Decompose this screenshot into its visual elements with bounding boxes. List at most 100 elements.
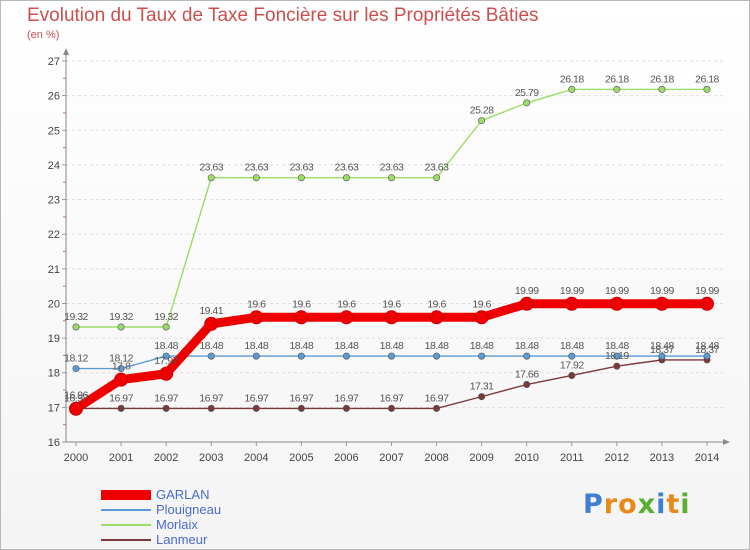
x-tick-label: 2005 [289,452,313,464]
data-point [433,352,441,360]
data-point [117,323,125,331]
data-label: 16.96 [64,390,88,402]
data-label: 19.32 [109,311,133,323]
data-label: 23.63 [380,162,404,174]
data-point [252,174,260,182]
data-label: 16.97 [199,392,223,404]
data-point-garlan [384,310,399,325]
data-label: 19.6 [472,298,491,310]
legend-item-lanmeur: Lanmeur [101,532,221,547]
data-point [207,174,215,182]
data-label: 16.97 [425,392,449,404]
data-label: 17.92 [560,359,584,371]
data-label: 18.37 [650,344,674,356]
x-tick-label: 2002 [154,452,178,464]
data-label: 26.18 [605,73,629,85]
legend-swatch-morlaix [101,523,151,526]
data-label: 19.6 [337,298,356,310]
data-label: 18.48 [289,340,313,352]
data-point [478,393,486,401]
data-label: 17.31 [470,381,494,393]
data-point [613,362,621,370]
data-label: 18.37 [695,344,719,356]
data-point [613,85,621,93]
logo-letter: i [680,489,691,520]
data-label: 18.48 [154,340,178,352]
y-tick-label: 22 [48,229,60,241]
data-point [162,323,170,331]
data-label: 16.97 [335,392,359,404]
logo-letter: P [583,489,604,520]
legend-swatch-plouigneau [101,508,151,511]
data-point [342,352,350,360]
data-label: 16.97 [244,392,268,404]
y-tick-label: 25 [48,125,60,137]
data-point [523,352,531,360]
data-point [568,352,576,360]
data-label: 26.18 [695,73,719,85]
x-tick-label: 2013 [650,452,674,464]
legend: GARLAN Plouigneau Morlaix Lanmeur [101,487,221,547]
data-point [117,404,125,412]
legend-swatch-garlan [101,489,151,500]
data-label: 16.97 [380,392,404,404]
data-point [387,404,395,412]
data-label: 19.6 [292,298,311,310]
data-label: 16.97 [154,392,178,404]
data-label: 23.63 [244,162,268,174]
x-tick-label: 2008 [424,452,448,464]
y-tick-label: 18 [48,368,60,380]
data-label: 25.28 [470,105,494,117]
data-label: 19.99 [560,285,584,297]
data-point-garlan [609,296,624,311]
data-label: 19.99 [650,285,674,297]
data-label: 19.41 [199,305,223,317]
data-point-garlan [294,310,309,325]
data-point [703,85,711,93]
y-tick-label: 26 [48,91,60,103]
data-label: 19.99 [605,285,629,297]
data-point [297,352,305,360]
data-point [613,352,621,360]
data-label: 18.48 [199,340,223,352]
x-tick-label: 2012 [605,452,629,464]
legend-item-garlan: GARLAN [101,487,221,502]
x-axis-arrow [723,439,730,445]
data-label: 19.6 [382,298,401,310]
data-label: 19.32 [64,311,88,323]
data-label: 18.48 [335,340,359,352]
data-point [72,365,80,373]
data-label: 19.99 [695,285,719,297]
data-point [252,404,260,412]
y-axis-arrow [63,48,69,55]
series-layer [69,85,714,416]
data-point [252,352,260,360]
legend-label-plouigneau: Plouigneau [156,502,222,517]
data-label: 16.97 [289,392,313,404]
x-tick-label: 2004 [244,452,268,464]
data-point-garlan [204,316,219,331]
data-point [207,404,215,412]
data-label: 16.97 [64,392,88,404]
data-label: 23.63 [335,162,359,174]
legend-label-morlaix: Morlaix [156,517,198,532]
data-label: 25.79 [515,87,539,99]
data-label: 18.48 [470,340,494,352]
data-label: 18.48 [380,340,404,352]
logo-letter: t [666,489,681,520]
data-label: 23.63 [199,162,223,174]
data-label: 19.32 [154,311,178,323]
data-label: 26.18 [650,73,674,85]
data-point [703,352,711,360]
data-label: 18.48 [650,340,674,352]
data-point-garlan [474,310,489,325]
data-label: 19.6 [247,298,266,310]
data-point [207,352,215,360]
data-point [162,404,170,412]
x-tick-label: 2009 [469,452,493,464]
data-point-garlan [564,296,579,311]
x-tick-label: 2000 [64,452,88,464]
data-point [297,404,305,412]
chart-subtitle: (en %) [27,29,60,41]
